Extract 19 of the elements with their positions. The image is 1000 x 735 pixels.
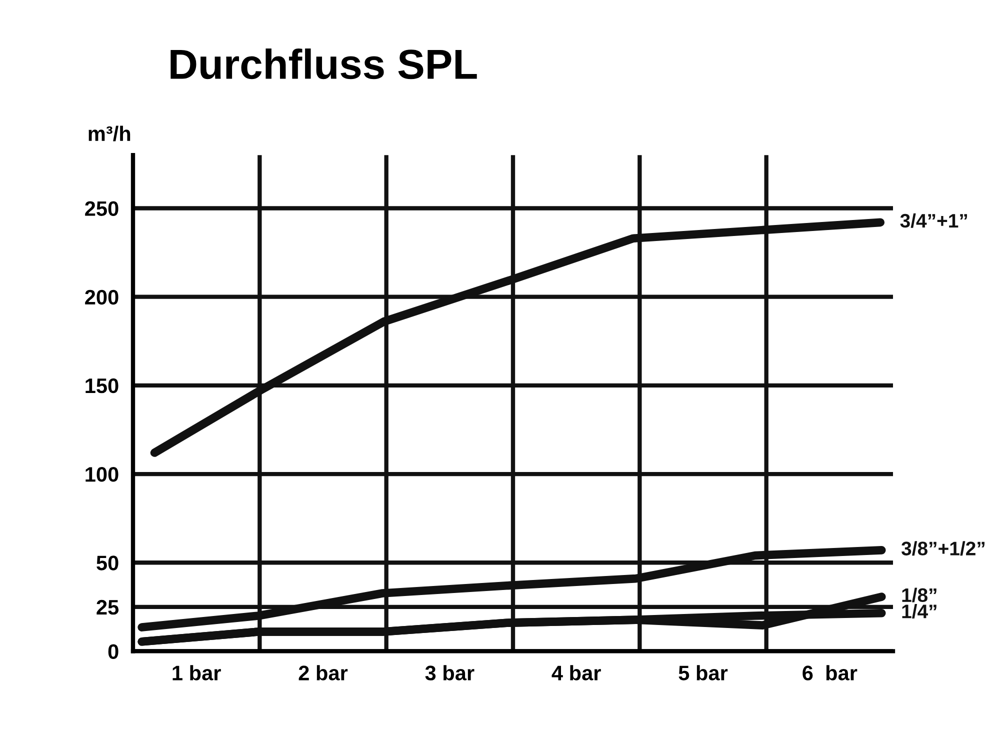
y-axis-title: m³/h	[88, 126, 130, 142]
x-tick-label: 5 bar	[678, 665, 728, 680]
y-tick-label: 25	[96, 600, 119, 615]
y-tick-label: 200	[85, 290, 118, 305]
y-tick-label: 150	[86, 378, 118, 394]
x-tick-label: 2 bar	[298, 665, 348, 680]
y-tick-label: 250	[85, 201, 118, 216]
y-tick-label: 50	[96, 556, 118, 570]
x-tick-label: 6 bar	[802, 665, 858, 680]
series-label: 1/4”	[902, 604, 936, 619]
x-tick-label: 3 bar	[425, 665, 474, 680]
y-tick-label: 100	[86, 467, 118, 482]
series-label: 3/8”+1/2”	[901, 541, 984, 556]
series-label: 3/4”+1”	[900, 213, 967, 228]
x-tick-label: 4 bar	[552, 665, 601, 680]
series-label: 1/8”	[902, 588, 936, 602]
y-tick-label: 0	[108, 644, 118, 659]
x-tick-label: 1 bar	[172, 665, 221, 680]
chart-title: Durchfluss SPL	[170, 48, 477, 80]
